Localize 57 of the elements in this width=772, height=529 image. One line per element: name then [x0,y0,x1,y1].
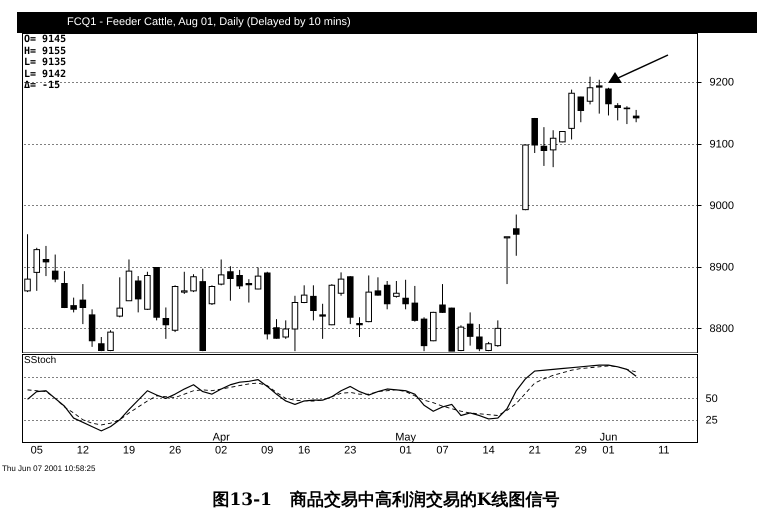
candlestick [402,279,409,310]
candlestick [300,284,308,304]
y-tick-label: 9200 [710,76,734,89]
candlestick [632,109,640,123]
annotation: H= 9155 [24,46,66,57]
annotation: Δ= -15 [24,80,62,92]
y-tick-label: 25 [706,414,718,426]
candlestick [246,278,252,304]
candlestick [374,276,382,296]
x-tick-label: 29 [574,444,587,456]
chart-title: FCQ1 - Feeder Cattle, Aug 01, Daily (Delayed by 10 mins) [17,12,757,33]
x-tick-label: 12 [76,444,89,456]
candlestick [439,284,446,314]
candlestick [384,280,390,310]
candlestick [61,270,68,309]
x-tick-label: May 01 [395,432,416,456]
candlestick [208,284,216,306]
y-tick-label: 50 [706,392,718,405]
candlestick [134,276,142,313]
x-tick-label: 21 [528,444,541,456]
y-tick-label: 8900 [710,261,734,274]
candlestick [578,96,584,123]
candlestick [605,87,612,116]
candlestick [218,258,224,286]
x-tick-label: 14 [482,444,495,456]
annotation: O= 9145 [24,34,66,46]
x-tick-label: 05 [30,444,43,456]
x-tick-label: 19 [122,444,136,456]
candlestick [338,272,344,296]
candlestick [181,271,188,294]
x-tick-label: 23 [344,444,356,456]
candlestick [116,276,124,318]
y-tick-label: 8800 [710,322,734,335]
y-tick-label: 9100 [710,138,734,150]
text: Thu Jun 07 2001 10:58:25 [2,464,96,473]
annotation: L= 9135 [24,57,66,68]
y-tick-label: 9000 [710,200,734,212]
x-tick-label: 16 [298,444,310,456]
x-tick-label: 09 [261,444,274,456]
annotation: L= 9142 [24,68,66,80]
candlestick [512,214,520,256]
caption: 图13-1 商品交易中高利润交易的K线图信号 [211,489,561,511]
x-tick-label: 07 [436,444,449,456]
chart-title: SStoch [24,355,56,366]
candlestick [236,269,243,290]
x-tick-label: 11 [658,444,670,456]
candlestick [393,280,400,298]
candlestick [310,284,317,321]
candlestick [80,284,86,325]
candlestick [614,102,621,121]
x-tick-label: Jun 01 [600,432,618,456]
candlestick [412,285,418,322]
candlestick [624,106,630,125]
candlestick [190,274,197,293]
candlestick [70,297,77,313]
x-tick-label: Apr 02 [212,432,230,456]
x-tick-label: 26 [168,444,182,456]
